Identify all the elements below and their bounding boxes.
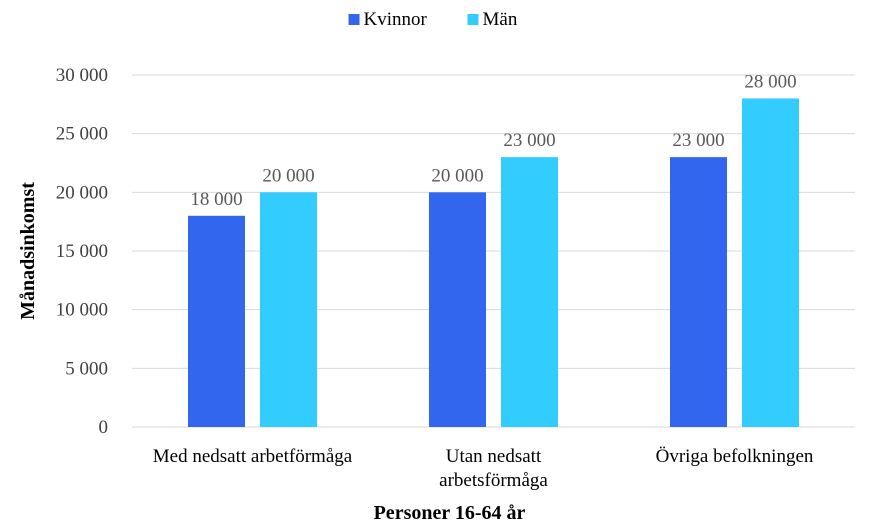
data-label: 28 000 [744,71,796,92]
data-label: 20 000 [431,165,483,186]
gridlines [132,74,855,428]
bars [188,98,799,427]
legend-label: Män [483,9,518,30]
x-axis-title: Personer 16-64 år [374,502,526,524]
y-axis-title: Månadsinkomst [17,182,39,320]
legend-swatch [467,14,479,25]
bar [188,215,245,427]
y-tick-label: 5 000 [65,358,108,379]
bar [670,157,727,427]
data-label: 18 000 [190,189,242,210]
data-label: 20 000 [262,165,314,186]
category-label: Utan nedsatt [446,446,542,467]
legend: Kvinnor Män [348,9,518,30]
y-tick-label: 25 000 [56,124,108,145]
bar [501,157,558,427]
data-label: 23 000 [503,130,555,151]
y-tick-label: 15 000 [56,241,108,262]
legend-label: Kvinnor [364,9,428,30]
data-labels: 18 000 20 000 23 000 20 000 23 000 28 000 [190,71,796,209]
y-tick-label: 20 000 [56,182,108,203]
bar [429,192,486,427]
data-label: 23 000 [672,130,724,151]
bar [742,98,799,427]
category-label: Med nedsatt arbetförmåga [153,446,353,467]
y-axis-ticks: 0 5 000 10 000 15 000 20 000 25 000 30 000 [56,65,108,438]
category-label: arbetsförmåga [439,470,548,491]
y-tick-label: 30 000 [56,65,108,86]
y-tick-label: 0 [99,417,109,438]
bar [260,192,317,427]
legend-swatch [348,14,360,25]
category-label: Övriga befolkningen [656,446,814,467]
y-tick-label: 10 000 [56,300,108,321]
category-labels: Med nedsatt arbetförmåga Utan nedsatt arbe… [153,446,814,491]
